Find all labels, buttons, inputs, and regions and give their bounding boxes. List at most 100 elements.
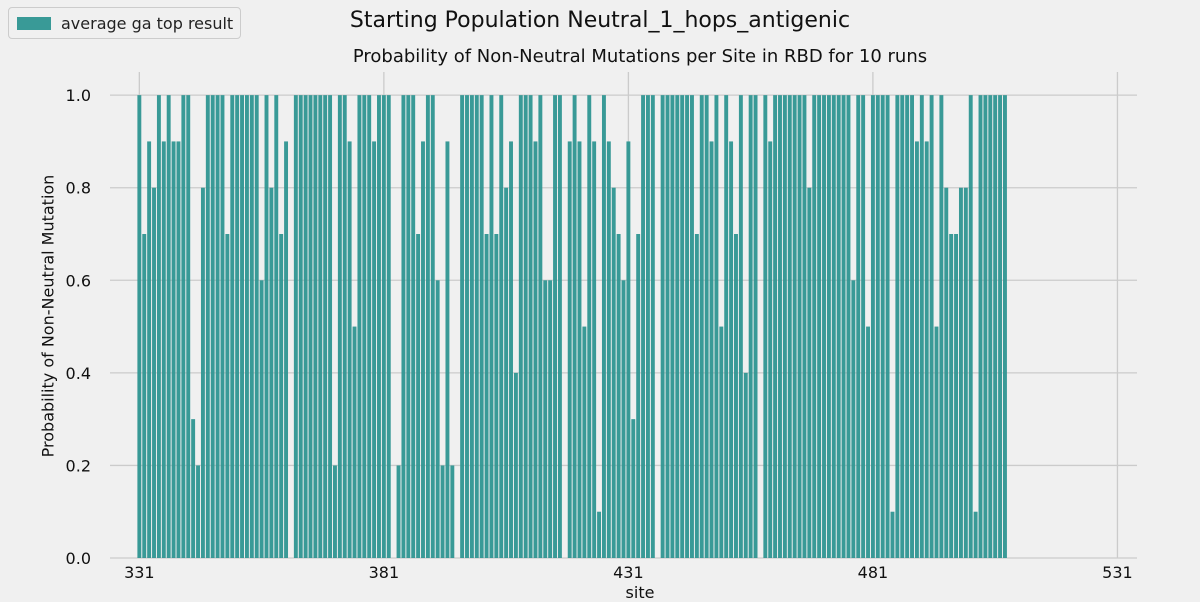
bar [699, 95, 704, 559]
bar [856, 95, 861, 559]
bar [323, 95, 328, 559]
chart-title: Probability of Non-Neutral Mutations per… [352, 46, 928, 67]
bar [523, 95, 528, 559]
bar [709, 141, 714, 558]
bar [929, 95, 934, 559]
bar [616, 234, 621, 558]
bar [205, 95, 210, 559]
bar [597, 511, 602, 558]
bar [861, 95, 866, 559]
bar [670, 95, 675, 559]
bar [626, 141, 631, 558]
bar [450, 465, 455, 558]
bar [298, 95, 303, 559]
y-tick-label: 0.8 [66, 179, 91, 198]
bar [846, 95, 851, 559]
y-tick-label: 1.0 [66, 86, 91, 105]
bar [416, 234, 421, 558]
bar [381, 95, 386, 559]
bar [303, 95, 308, 559]
bar [577, 141, 582, 558]
bar [489, 95, 494, 559]
bar [978, 95, 983, 559]
bar [704, 95, 709, 559]
bar [900, 95, 905, 559]
bar [499, 95, 504, 559]
bar [161, 141, 166, 558]
bar [641, 95, 646, 559]
bar [988, 95, 993, 559]
bar [528, 95, 533, 559]
bar [333, 465, 337, 558]
bar [137, 95, 142, 559]
bar [284, 141, 289, 558]
bar [181, 95, 186, 559]
bar [910, 95, 914, 559]
bar [831, 95, 836, 559]
bar [386, 95, 391, 559]
bar [919, 95, 924, 559]
bar [279, 234, 284, 558]
x-tick-label: 531 [1102, 563, 1133, 582]
bar [660, 95, 665, 559]
bar [269, 187, 274, 558]
bar [636, 234, 641, 558]
bar [724, 95, 729, 559]
bar [797, 95, 802, 559]
bar [337, 95, 342, 559]
bar [802, 95, 807, 559]
bar [191, 419, 196, 558]
bar [553, 95, 557, 559]
x-axis-ticks: 331 381 431 481 531 [124, 563, 1133, 582]
bar [215, 95, 220, 559]
bar [533, 141, 538, 558]
bar [768, 141, 773, 558]
bar [425, 95, 430, 559]
bar [875, 95, 880, 559]
bar [186, 95, 191, 559]
bar [509, 141, 513, 558]
bar [963, 187, 968, 558]
bar [274, 95, 279, 559]
bar [421, 141, 425, 558]
bar [611, 187, 616, 558]
bar [870, 95, 875, 559]
bar [377, 95, 381, 559]
bar [743, 372, 748, 558]
bar [973, 511, 978, 558]
bar [430, 95, 435, 559]
x-tick-label: 331 [124, 563, 155, 582]
bar [905, 95, 910, 559]
bar [196, 465, 200, 558]
bar [293, 95, 298, 559]
legend: average ga top result [8, 7, 242, 39]
bar [968, 95, 973, 559]
bar [645, 95, 650, 559]
bar [650, 95, 655, 559]
bar [328, 95, 333, 559]
bar [406, 95, 411, 559]
bar [362, 95, 367, 559]
bar [142, 234, 147, 558]
bar [259, 280, 264, 558]
bar [352, 326, 357, 558]
bar [254, 95, 259, 559]
bar [264, 95, 269, 559]
bar [474, 95, 479, 559]
bar [958, 187, 963, 558]
figure-suptitle: Starting Population Neutral_1_hops_antig… [349, 8, 851, 33]
bar [587, 95, 592, 559]
bar [249, 95, 254, 559]
bar [748, 95, 753, 559]
bar [156, 95, 161, 559]
bar [200, 187, 205, 558]
bar [690, 95, 694, 559]
bar [372, 141, 377, 558]
bar [949, 234, 954, 558]
bar [235, 95, 240, 559]
bar [601, 95, 606, 559]
bar [367, 95, 372, 559]
y-axis-ticks: 0.0 0.2 0.4 0.6 0.8 1.0 [66, 86, 91, 568]
bar [606, 141, 611, 558]
y-tick-label: 0.6 [66, 271, 91, 290]
